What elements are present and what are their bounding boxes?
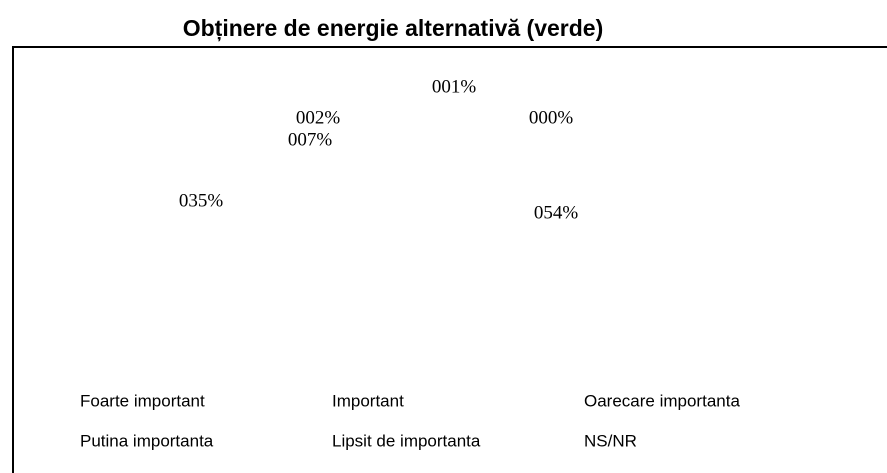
legend-entry: Putina importanta <box>80 431 214 450</box>
legend-entry: Important <box>332 391 404 410</box>
data-label: 002% <box>296 107 341 128</box>
data-label: 000% <box>529 107 574 128</box>
legend-entry: Lipsit de importanta <box>332 431 481 450</box>
legend-entry: Foarte important <box>80 391 205 410</box>
data-label: 001% <box>432 76 477 97</box>
data-label: 007% <box>288 129 333 150</box>
legend-entry: Oarecare importanta <box>584 391 740 410</box>
data-label: 054% <box>534 202 579 223</box>
frame <box>12 46 887 473</box>
chart-title: Obținere de energie alternativă (verde) <box>183 15 604 42</box>
data-label: 035% <box>179 190 224 211</box>
legend-entry: NS/NR <box>584 431 637 450</box>
